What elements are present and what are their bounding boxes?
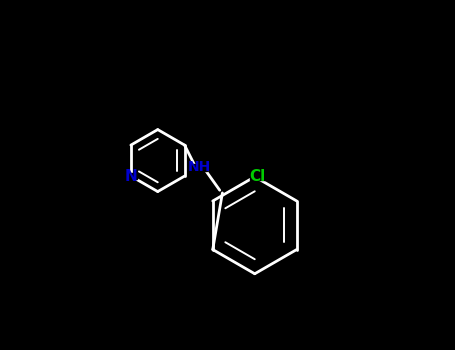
Text: N: N	[125, 169, 137, 184]
Text: Cl: Cl	[249, 169, 266, 184]
Bar	[192, 163, 207, 171]
Bar	[250, 173, 265, 180]
Bar	[125, 173, 137, 180]
Text: NH: NH	[188, 160, 211, 174]
